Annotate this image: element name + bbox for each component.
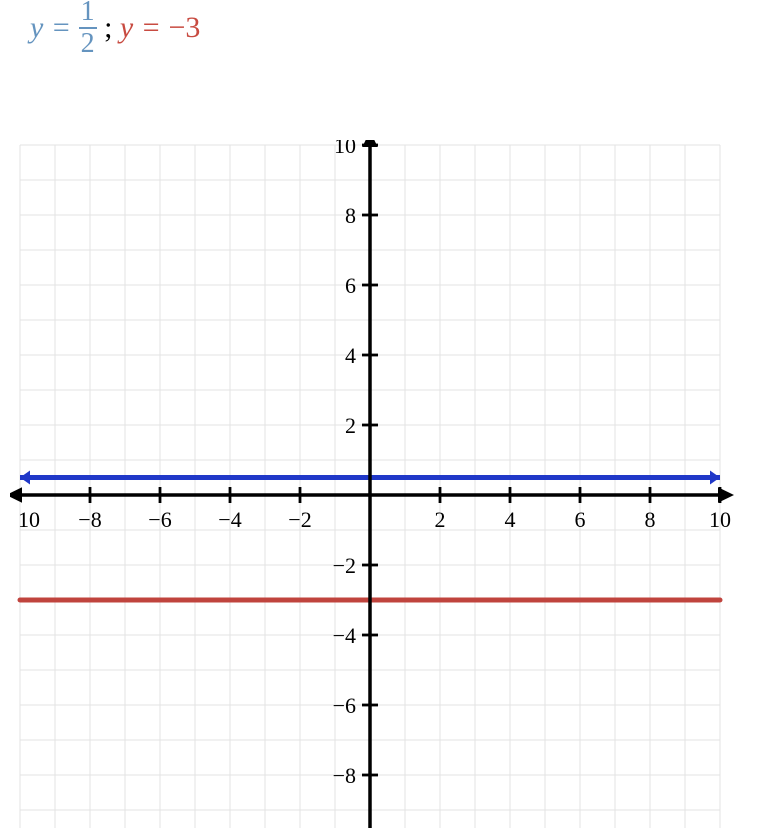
y-tick-label: 8 bbox=[345, 203, 356, 228]
eq2-rhs: −3 bbox=[169, 11, 201, 44]
x-tick-label: 8 bbox=[645, 507, 656, 532]
x-tick-label: −6 bbox=[148, 507, 171, 532]
x-tick-label: 4 bbox=[505, 507, 516, 532]
equation-1: y = 12 bbox=[30, 11, 104, 44]
y-tick-label: 2 bbox=[345, 413, 356, 438]
y-tick-label: 10 bbox=[334, 140, 356, 158]
x-tick-label: 2 bbox=[435, 507, 446, 532]
x-tick-label: −4 bbox=[218, 507, 241, 532]
eq1-eq: = bbox=[43, 11, 78, 44]
eq1-frac-den: 2 bbox=[79, 30, 97, 58]
chart-bg bbox=[10, 140, 750, 828]
equation-2: y = −3 bbox=[120, 11, 201, 44]
x-tick-label: −2 bbox=[288, 507, 311, 532]
x-tick-label: 10 bbox=[709, 507, 731, 532]
y-tick-label: −4 bbox=[333, 623, 356, 648]
y-tick-label: −8 bbox=[333, 763, 356, 788]
eq1-frac-num: 1 bbox=[79, 0, 97, 26]
y-tick-label: −2 bbox=[333, 553, 356, 578]
equations-header: y = 12 ; y = −3 bbox=[30, 0, 200, 60]
y-tick-label: −6 bbox=[333, 693, 356, 718]
eq2-eq: = bbox=[133, 11, 168, 44]
coordinate-plane-chart: −8 −6 −4 −2 2 4 6 8 10 10 −8 −6 −4 −2 2 4 6 8 10 bbox=[10, 140, 750, 828]
eq1-fraction: 12 bbox=[79, 0, 97, 58]
equation-separator: ; bbox=[104, 11, 120, 44]
y-tick-label: 4 bbox=[345, 343, 356, 368]
chart-svg: −8 −6 −4 −2 2 4 6 8 10 10 −8 −6 −4 −2 2 4 6 8 10 bbox=[10, 140, 750, 828]
eq2-lhs: y bbox=[120, 11, 133, 44]
x-edge-left-label: 10 bbox=[18, 507, 40, 532]
x-tick-label: −8 bbox=[78, 507, 101, 532]
eq1-lhs: y bbox=[30, 11, 43, 44]
y-tick-label: 6 bbox=[345, 273, 356, 298]
x-tick-label: 6 bbox=[575, 507, 586, 532]
